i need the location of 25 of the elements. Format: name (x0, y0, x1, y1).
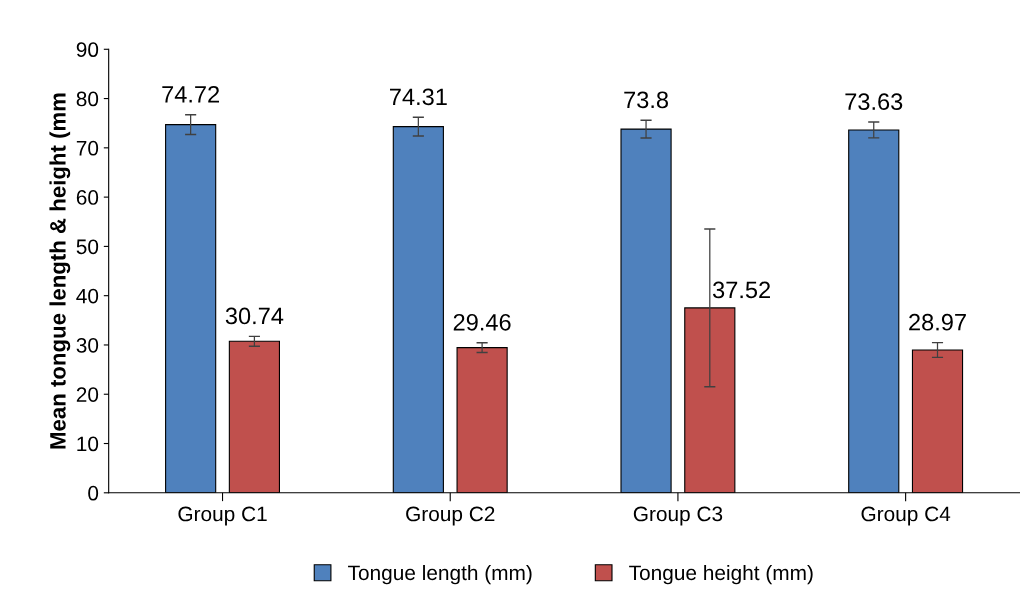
data-label: 74.31 (390, 88, 447, 106)
y-tick-label: 90 (76, 42, 99, 58)
data-label: 73.8 (624, 91, 668, 109)
x-tick-label: Group C4 (861, 506, 951, 526)
y-tick-label: 80 (76, 91, 99, 107)
y-tick-label: 0 (88, 485, 99, 501)
legend-label: Tongue length (mm) (348, 564, 532, 585)
y-axis-title: Mean tongue length & height (mm (49, 93, 71, 449)
y-tick-label: 10 (77, 436, 99, 452)
data-label: 29.46 (453, 313, 511, 331)
data-label: 28.97 (909, 313, 966, 331)
y-tick-label: 60 (76, 190, 99, 205)
legend-label: Tongue height (mm) (629, 564, 813, 585)
data-label: 74.72 (162, 85, 220, 103)
y-tick-label: 20 (76, 387, 99, 402)
y-tick-label: 50 (76, 239, 99, 255)
data-label: 30.74 (225, 307, 284, 325)
data-label: 73.63 (845, 93, 903, 111)
y-tick-label: 40 (76, 288, 99, 304)
x-tick-label: Group C3 (633, 506, 723, 526)
x-tick-label: Group C2 (406, 506, 495, 526)
data-label: 37.52 (712, 281, 770, 299)
x-tick-label: Group C1 (178, 506, 267, 526)
y-tick-label: 30 (76, 337, 99, 353)
y-tick-label: 70 (76, 140, 99, 156)
